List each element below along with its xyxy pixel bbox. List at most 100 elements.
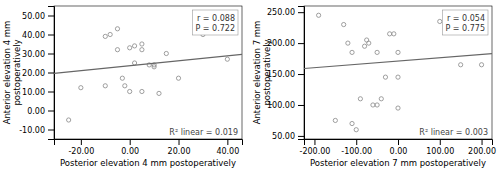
y-axis-title-line: Anterior elevation 4 mm [2,21,12,125]
stats-text: P = 0.775 [445,24,485,33]
y-axis-title: Anterior elevation 4 mmpostoperatively [2,21,22,125]
y-axis: -10.000.0010.0020.0030.0040.0050.00 [19,7,54,140]
axis-line [305,140,493,146]
marks [304,13,492,132]
tick-label: 10.00 [22,88,45,97]
point [362,44,366,48]
stats-text: r = 0.054 [447,14,485,23]
tick: 0.00 [121,139,139,156]
trend-line [304,54,492,69]
point [342,22,346,26]
stats-text: P = 0.722 [195,24,235,33]
point [365,38,369,42]
marks [54,27,242,122]
point [132,61,136,65]
point [176,76,180,80]
tick: -10.00 [19,126,54,135]
tick-mark [179,139,180,145]
tick-label: -10.00 [19,126,45,135]
point [438,19,442,23]
tick-mark [314,139,315,145]
tick-mark [398,139,399,145]
point [108,32,112,36]
tick-mark [298,12,304,13]
tick-label: 40.00 [22,31,45,40]
tick-mark [298,105,304,106]
tick-mark [298,74,304,75]
axis-line [298,7,305,140]
tick-label: -100.00 [341,147,372,156]
tick-label: 20.00 [168,147,191,156]
tick: 10.00 [22,88,54,97]
point [140,48,144,52]
point [115,48,119,52]
point [317,13,321,17]
tick-mark [81,139,82,145]
point [225,57,229,61]
figure: -20.000.0020.0040.00-10.000.0010.0020.00… [0,0,500,171]
point [459,63,463,67]
point [115,27,119,31]
tick: 200.00 [468,139,496,156]
point [120,76,124,80]
stats-text: r = 0.088 [197,14,235,23]
point [479,63,483,67]
point [396,75,400,79]
point [140,42,144,46]
y-axis-title-line: Anterior elevation 7 mm [252,21,262,125]
tick-label: 50.00 [272,132,295,141]
axis-line [48,7,55,140]
point [396,106,400,110]
tick-label: 30.00 [22,50,45,59]
point [103,84,107,88]
point [123,84,127,88]
tick-label: 40.00 [216,147,239,156]
tick-mark [48,54,54,55]
point [392,32,396,36]
r2-annotation: R² linear = 0.019 [169,128,238,137]
point [350,50,354,54]
point [333,118,337,122]
point [367,41,371,45]
tick-label: -200.00 [299,147,330,156]
tick: 200.00 [267,39,304,48]
point [350,121,354,125]
tick: 50.00 [272,132,304,141]
tick-mark [130,139,131,145]
tick: 100.00 [267,101,304,110]
tick: -200.00 [299,139,330,156]
tick: 20.00 [22,69,54,78]
tick-mark [48,130,54,131]
axis-line [55,140,243,146]
point [388,32,392,36]
tick: 40.00 [22,31,54,40]
tick-label: 0.00 [27,107,45,116]
trend-line [54,54,242,73]
stats-box-frame [192,10,238,35]
point [79,86,83,90]
tick-mark [48,111,54,112]
y-axis-title-line: postoperatively [262,39,272,105]
tick-label: 0.00 [390,147,408,156]
point [67,118,71,122]
point [103,34,107,38]
x-axis-title: Posterior elevation 4 mm postoperatively [60,158,236,168]
point [157,91,161,95]
tick-label: 0.00 [121,147,139,156]
tick: 30.00 [22,50,54,59]
tick-mark [48,73,54,74]
tick: 0.00 [27,107,54,116]
point [375,103,379,107]
tick: 40.00 [216,139,239,156]
point [354,128,358,132]
tick: 250.00 [267,8,304,17]
point [379,97,383,101]
tick: 0.00 [390,139,408,156]
tick-mark [482,139,483,145]
tick-mark [298,136,304,137]
point [128,46,132,50]
tick-label: 100.00 [426,147,454,156]
tick: 150.00 [267,70,304,79]
panel: -200.00 -100.00 0.00 100.00 200.00 50.00 100.0… [252,6,496,168]
tick-label: 20.00 [22,69,45,78]
